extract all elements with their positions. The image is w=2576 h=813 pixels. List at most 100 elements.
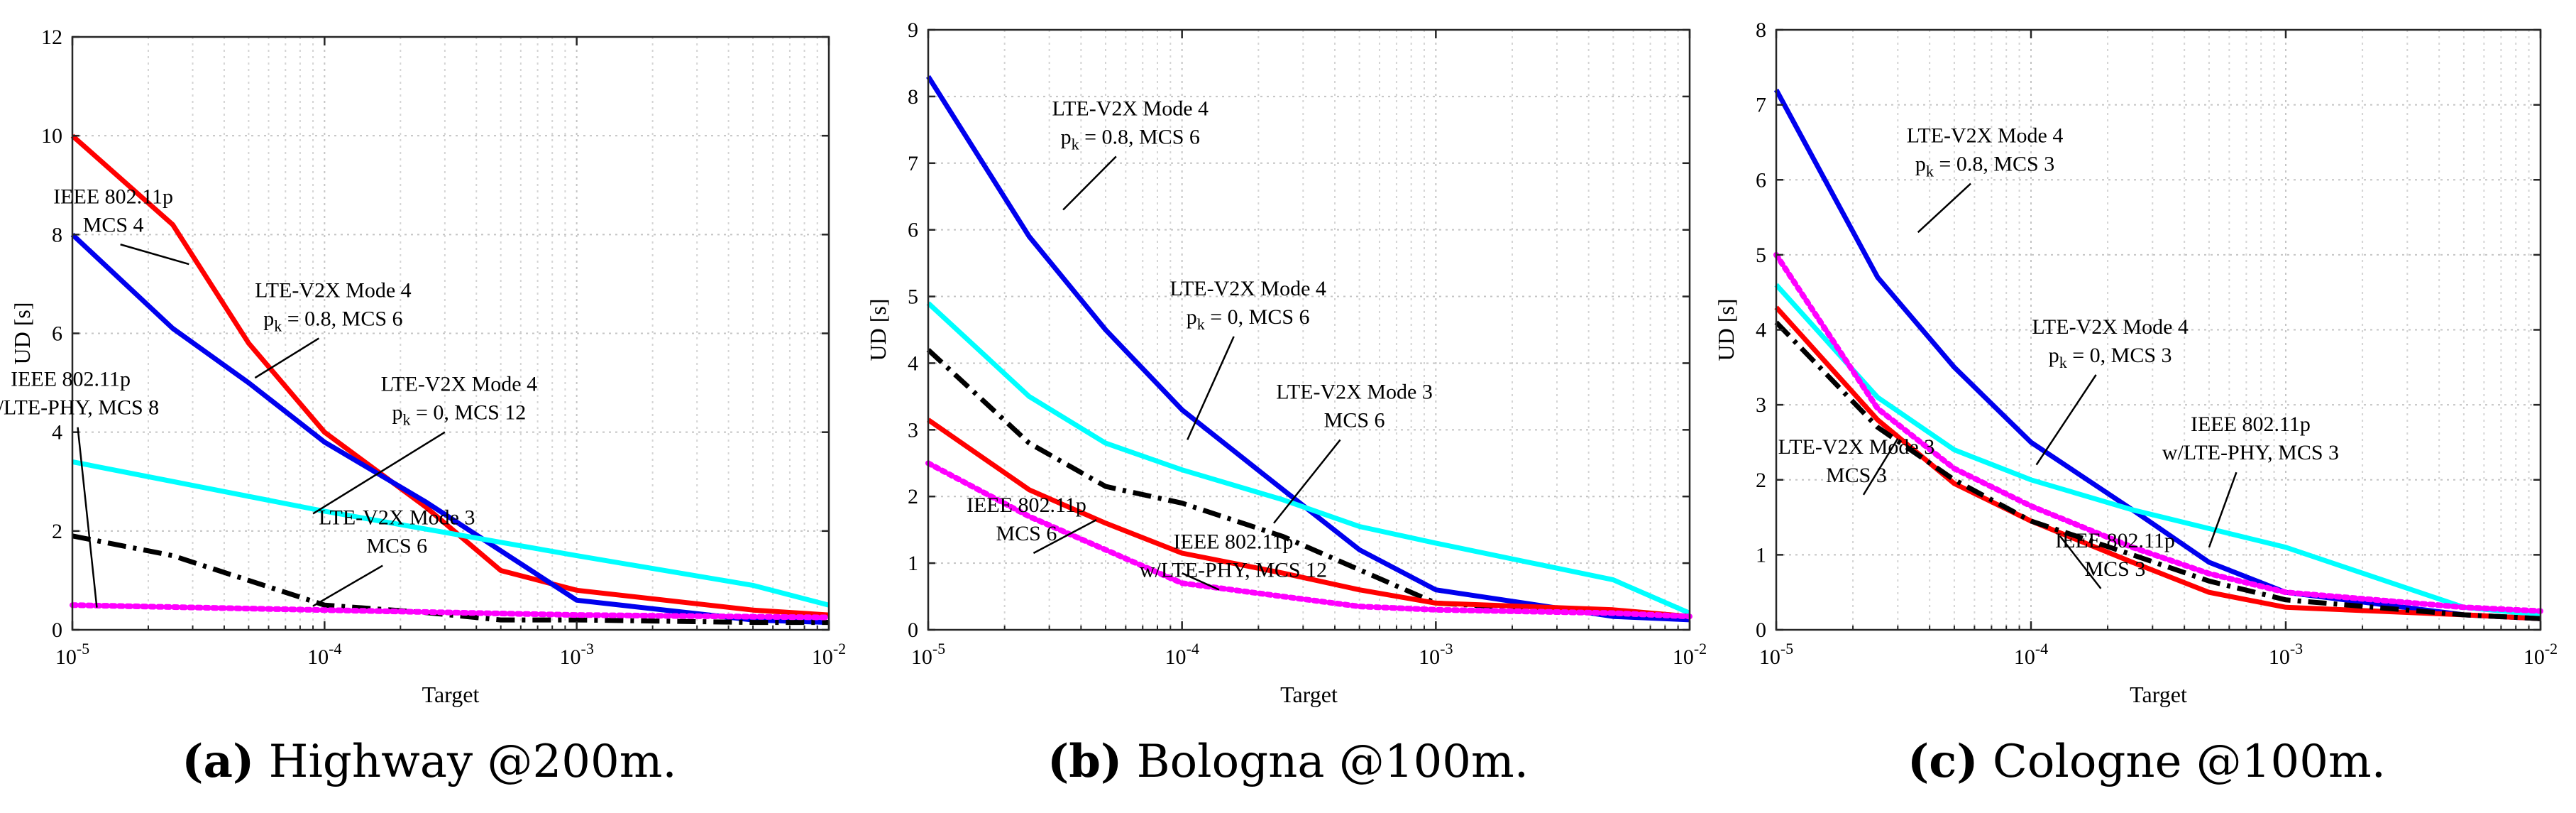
annotation: LTE-V2X Mode 4 pk = 0.8, MCS 3: [1907, 124, 2064, 234]
annotation-label: w/LTE-PHY, MCS 3: [2162, 441, 2339, 464]
y-tick-label: 0: [908, 618, 918, 642]
annotation-leader-line: [2059, 535, 2102, 589]
annotation-label: IEEE 802.11p: [11, 368, 131, 391]
annotation-label: LTE-V2X Mode 3: [1276, 380, 1433, 403]
annotation: IEEE 802.11p MCS 3: [2055, 529, 2175, 589]
annotation-label: IEEE 802.11p: [2191, 413, 2311, 436]
series-line-lte-mode4-pk08: [70, 232, 830, 626]
annotation-label: IEEE 802.11p: [2055, 529, 2175, 552]
annotation-label: pk = 0.8, MCS 3: [1915, 153, 2054, 180]
series-line-ieee-mcs: [1774, 305, 2541, 621]
y-axis-label: UD [s]: [865, 299, 891, 361]
annotation: IEEE 802.11p MCS 4: [53, 185, 189, 266]
annotation-leader-line: [2208, 471, 2238, 548]
annotation-leader-line: [312, 564, 383, 607]
annotation-leader-line: [1033, 518, 1097, 555]
series-line-lte-mode4-pk0: [1774, 283, 2541, 618]
x-tick-label: 10-4: [307, 640, 341, 669]
caption-c: (c) Cologne @100m.: [1717, 730, 2576, 794]
y-tick-label: 8: [1756, 18, 1766, 42]
series-line-ieee-mcs: [927, 418, 1690, 619]
annotation-leader-line: [1273, 439, 1341, 524]
x-tick-label: 10-5: [1759, 640, 1793, 669]
caption-b: (b) Bologna @100m.: [859, 730, 1717, 794]
y-tick-label: 9: [908, 18, 918, 42]
chart-panel-2: 0 1 2 3 4 5 6 7 8 9 10-5 10-4 10-3 10-2 Target UD [s] LT…: [865, 18, 1707, 707]
caption-b-text: Bologna @100m.: [1122, 736, 1529, 788]
annotation: IEEE 802.11p w/LTE-PHY, MCS 12: [1140, 530, 1327, 591]
annotation-leader-line: [1862, 438, 1899, 496]
annotation-leader-line: [1182, 572, 1220, 591]
x-tick-label: 10-5: [911, 640, 945, 669]
annotation-label: MCS 6: [1324, 408, 1385, 432]
y-tick-label: 7: [908, 152, 918, 175]
caption-c-label: (c): [1908, 735, 1978, 788]
annotation-label: LTE-V2X Mode 4: [1052, 97, 1209, 120]
y-tick-label: 6: [908, 219, 918, 242]
series-line-ieee-mcs: [70, 133, 830, 618]
y-tick-label: 1: [1756, 543, 1766, 567]
annotation-label: LTE-V2X Mode 3: [319, 506, 475, 530]
annotation: LTE-V2X Mode 4 pk = 0, MCS 6: [1169, 277, 1326, 440]
annotation-label: MCS 3: [2084, 557, 2145, 581]
annotation-label: LTE-V2X Mode 4: [1907, 124, 2064, 148]
annotation: LTE-V2X Mode 3 MCS 3: [1778, 435, 1935, 496]
annotation-label: MCS 6: [996, 522, 1057, 545]
y-tick-label: 3: [1756, 393, 1766, 417]
axes-box: [927, 28, 1691, 631]
x-tick-label: 10-3: [2269, 640, 2303, 669]
annotation: LTE-V2X Mode 3 MCS 6: [1273, 380, 1433, 524]
series-line-ieee-ltephy: [925, 460, 1692, 620]
y-tick-label: 4: [52, 421, 62, 444]
x-tick-label: 10-4: [1165, 640, 1199, 669]
annotation-label: LTE-V2X Mode 4: [2032, 315, 2189, 339]
y-tick-label: 6: [1756, 168, 1766, 192]
y-tick-label: 7: [1756, 94, 1766, 117]
annotation-label: pk = 0.8, MCS 6: [1061, 125, 1200, 153]
series-line-lte-mode4-pk0: [72, 459, 830, 608]
y-tick-label: 2: [1756, 469, 1766, 492]
y-tick-label: 2: [52, 520, 62, 543]
chart-panel-3: 0 1 2 3 4 5 6 7 8 10-5 10-4 10-3 10-2 Target UD [s] LTE…: [1713, 18, 2558, 707]
annotation: LTE-V2X Mode 4 pk = 0.8, MCS 6: [254, 278, 412, 379]
x-tick-label: 10-3: [560, 640, 594, 669]
y-tick-label: 5: [908, 285, 918, 309]
annotation: LTE-V2X Mode 4 pk = 0, MCS 12: [312, 373, 538, 515]
series-line-lte-mode4-pk0: [926, 301, 1691, 616]
annotation-leader-line: [1062, 155, 1117, 211]
annotation-label: pk = 0, MCS 3: [2049, 344, 2172, 371]
annotation-label: w/LTE-PHY, MCS 8: [0, 396, 159, 420]
y-tick-label: 0: [52, 618, 62, 642]
annotation: IEEE 802.11p w/LTE-PHY, MCS 8: [0, 368, 159, 608]
y-tick-label: 2: [908, 485, 918, 508]
caption-c-text: Cologne @100m.: [1978, 736, 2386, 788]
annotation: LTE-V2X Mode 4 pk = 0, MCS 3: [2032, 315, 2189, 466]
annotation-leader-line: [77, 427, 98, 608]
annotation-leader-line: [2035, 374, 2097, 466]
annotation-leader-line: [312, 431, 446, 515]
y-axis-label: UD [s]: [1713, 299, 1739, 361]
series-line-ieee-ltephy: [1773, 251, 2543, 614]
annotation-label: LTE-V2X Mode 3: [1778, 435, 1935, 459]
annotation-label: pk = 0, MCS 6: [1187, 305, 1310, 333]
y-axis-label: UD [s]: [9, 302, 35, 365]
y-tick-label: 3: [908, 418, 918, 442]
annotation: LTE-V2X Mode 4 pk = 0.8, MCS 6: [1052, 97, 1209, 211]
annotation-label: LTE-V2X Mode 4: [381, 373, 538, 396]
annotation-label: w/LTE-PHY, MCS 12: [1140, 559, 1327, 582]
caption-a: (a) Highway @200m.: [0, 730, 859, 794]
annotation: IEEE 802.11p MCS 6: [967, 493, 1097, 555]
y-tick-label: 1: [908, 552, 918, 575]
annotation-label: MCS 3: [1826, 464, 1887, 487]
y-tick-label: 6: [52, 322, 62, 346]
annotation-leader-line: [1917, 182, 1971, 234]
annotation-label: IEEE 802.11p: [53, 185, 173, 208]
annotation-leader-line: [1187, 336, 1235, 440]
y-tick-label: 12: [41, 26, 62, 49]
annotation-label: MCS 4: [83, 213, 144, 236]
annotation-label: pk = 0, MCS 12: [392, 401, 526, 429]
chart-panel-1: 0 2 4 6 8 10 12 10-5 10-4 10-3 10-2 Target UD [s] IEE…: [0, 26, 846, 707]
series-line-ieee-ltephy: [70, 602, 832, 621]
annotation-label: LTE-V2X Mode 4: [255, 278, 412, 302]
